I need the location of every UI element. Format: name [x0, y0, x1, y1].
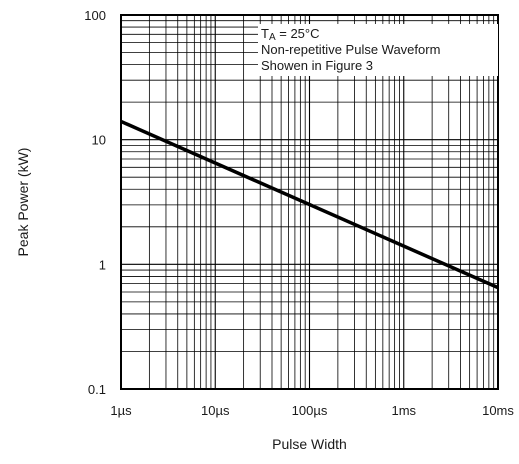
annotation-waveform: Non-repetitive Pulse Waveform: [261, 42, 440, 57]
annotation-box: [258, 24, 498, 76]
y-tick-label: 100: [84, 8, 106, 23]
y-tick-label: 10: [92, 133, 106, 148]
series-layer: [120, 119, 499, 290]
y-tick-label: 1: [99, 257, 106, 272]
annotation-temperature-sub: A: [269, 32, 276, 43]
annotation-temperature-t: T: [261, 26, 269, 41]
annotation-temperature: TA = 25°C: [261, 26, 320, 43]
x-tick-label: 10ms: [482, 403, 514, 418]
x-tick-label: 1µs: [110, 403, 132, 418]
y-tick-label: 0.1: [88, 382, 106, 397]
y-axis-title: Peak Power (kW): [15, 148, 31, 257]
x-tick-label: 100µs: [292, 403, 328, 418]
annotation-figure-ref: Showen in Figure 3: [261, 58, 373, 73]
x-tick-label: 1ms: [391, 403, 416, 418]
x-axis-title: Pulse Width: [272, 436, 347, 452]
x-tick-label: 10µs: [201, 403, 230, 418]
x-tick-labels: 1µs 10µs 100µs 1ms 10ms: [110, 403, 514, 418]
y-tick-labels: 0.1 1 10 100: [84, 8, 106, 397]
series-line: [120, 119, 499, 290]
annotation-temperature-value: = 25°C: [276, 26, 320, 41]
plot-frame: [120, 14, 499, 390]
grid: [121, 15, 498, 389]
